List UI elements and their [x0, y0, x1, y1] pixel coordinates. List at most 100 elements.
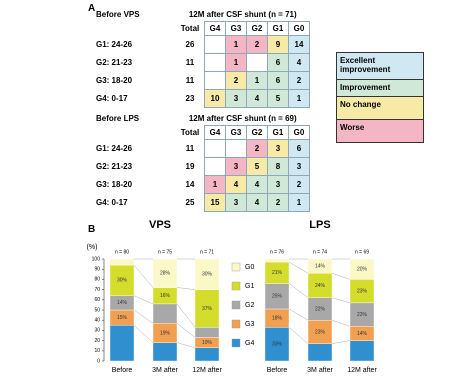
bar-segment: [194, 347, 220, 362]
connector: [331, 273, 351, 280]
value-label: 37%: [202, 306, 213, 312]
bar-label: n = 80: [115, 249, 129, 255]
bar-segment: [264, 283, 290, 310]
bar-label: n = 76: [270, 249, 284, 255]
legend-label: G3: [245, 321, 254, 328]
bar-segment: [152, 342, 178, 362]
outcome-legend: Excellent improvement Improvement No chang…: [336, 52, 424, 143]
cell: [204, 71, 226, 90]
x-tick-label: 12M after: [347, 367, 377, 374]
cell: [204, 157, 226, 176]
cell: 3: [225, 157, 247, 176]
column-label: G1: [267, 21, 289, 36]
cell: 2: [288, 175, 310, 194]
cell: 6: [267, 71, 289, 90]
data-row: G4: 0-17 25 15 3 4 2 1: [92, 193, 310, 212]
cell: [246, 53, 268, 72]
vps-table: Before VPS 12M after CSF shunt (n = 71) To…: [92, 8, 310, 108]
cell: 1: [225, 53, 247, 72]
data-row: G1: 24-26 11 2 3 6: [92, 139, 310, 158]
bar-segment: [307, 343, 333, 362]
blank: [92, 126, 176, 140]
value-label: 22%: [315, 306, 326, 312]
cell: 10: [204, 89, 226, 108]
total-label: Total: [180, 24, 200, 33]
value-label: 14%: [315, 263, 326, 269]
total: 26: [185, 40, 195, 49]
x-tick-label: 12M after: [192, 367, 222, 374]
column-row: Total G4 G3 G2 G1 G0: [92, 21, 310, 36]
bar-label: n = 75: [158, 249, 172, 255]
column-label: G4: [204, 21, 226, 36]
data-row: G3: 18-20 11 2 1 6 2: [92, 71, 310, 90]
cell: [204, 53, 226, 72]
cell: 5: [267, 89, 289, 108]
total: 11: [185, 76, 195, 85]
legend-swatch: [231, 319, 241, 329]
y-axis-label: (%): [87, 244, 98, 251]
y-tick-label: 0: [97, 358, 100, 364]
connector: [176, 287, 196, 290]
bar-segment: [152, 303, 178, 324]
cell: 4: [225, 175, 247, 194]
panel-label: A: [88, 3, 96, 14]
value-label: 16%: [160, 293, 171, 299]
legend-entry: Worse: [337, 120, 423, 142]
column-label: G3: [225, 21, 247, 36]
column-label: G0: [288, 125, 310, 140]
value-label: 20%: [357, 267, 368, 273]
column-label: G2: [246, 21, 268, 36]
cell: 15: [204, 193, 226, 212]
column-row: Total G4 G3 G2 G1 G0: [92, 125, 310, 140]
x-tick-label: 3M after: [152, 367, 178, 374]
cell: 4: [288, 53, 310, 72]
chart-title: LPS: [309, 219, 330, 231]
blank: [92, 22, 176, 36]
data-row: G2: 21-23 19 3 5 8 3: [92, 157, 310, 176]
legend-entry: Excellent improvement: [337, 53, 423, 80]
value-label: 14%: [117, 300, 128, 306]
y-tick-label: 50: [94, 307, 100, 313]
bar-segment: [194, 327, 220, 338]
value-label: 30%: [117, 278, 128, 284]
column-label: G3: [225, 125, 247, 140]
legend-swatch: [231, 338, 241, 348]
y-tick-label: 70: [94, 287, 100, 293]
value-label: 23%: [315, 329, 326, 335]
bar-segment: [349, 258, 375, 280]
header-row: Before VPS 12M after CSF shunt (n = 71): [92, 8, 310, 22]
y-tick-label: 60: [94, 297, 100, 303]
connector: [288, 261, 309, 274]
group-label: G2: 21-23: [96, 58, 133, 67]
total: 19: [185, 162, 195, 171]
cell: 3: [267, 139, 289, 158]
cell: 3: [225, 89, 247, 108]
connector: [331, 340, 351, 344]
cell: [225, 139, 247, 158]
bar-segment: [194, 258, 220, 290]
cell: 14: [288, 35, 310, 54]
total: 11: [185, 144, 195, 153]
connector: [288, 327, 309, 344]
connector: [331, 297, 351, 304]
connector: [176, 342, 196, 348]
bar-label: n = 69: [355, 249, 369, 255]
bar-segment: [264, 327, 290, 362]
bar-segment: [152, 258, 178, 288]
legend-entry: No change: [337, 97, 423, 120]
bar-segment: [109, 325, 135, 362]
connector: [176, 303, 196, 328]
cell: 3: [267, 175, 289, 194]
total: 23: [185, 94, 195, 103]
panel-label: B: [88, 224, 96, 235]
bar-segment: [109, 258, 135, 266]
y-tick-label: 10: [94, 348, 100, 354]
chart: VPS (%) 0 10 20 30 40 50 60 70 80 90 100 Before n = 80…: [87, 219, 378, 374]
cell: 2: [246, 35, 268, 54]
data-row: G3: 18-20 14 1 4 4 3 2: [92, 175, 310, 194]
cell: 6: [288, 139, 310, 158]
cell: 2: [246, 139, 268, 158]
data-row: G2: 21-23 11 1 6 4: [92, 53, 310, 72]
column-label: G0: [288, 21, 310, 36]
value-label: 10%: [202, 340, 213, 346]
